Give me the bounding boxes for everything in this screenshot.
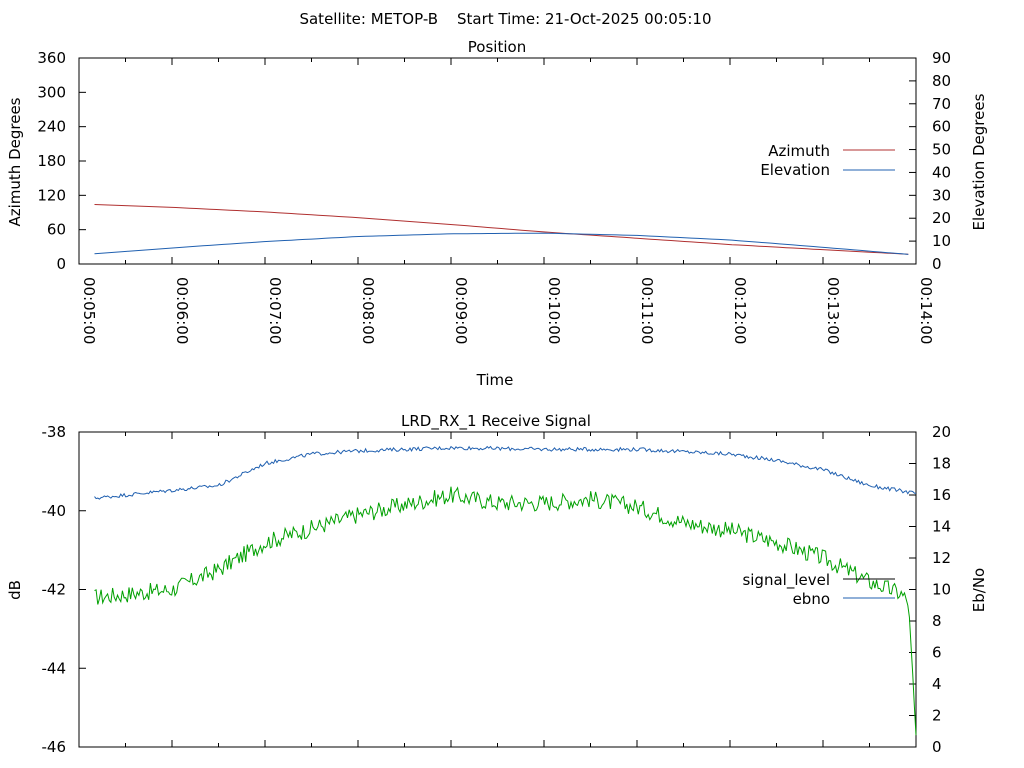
y2-tick-label: 0: [932, 738, 942, 756]
position-y2-axis-label: Elevation Degrees: [970, 93, 988, 230]
y2-tick-label: 10: [932, 232, 951, 250]
x-tick-label: 00:05:00: [80, 277, 98, 344]
position-x-axis-label: Time: [476, 371, 514, 389]
y2-tick-label: 6: [932, 644, 942, 662]
legend-azimuth-label: Azimuth: [768, 142, 830, 160]
y2-tick-label: 8: [932, 612, 942, 630]
position-y2-tick-labels: 0 10 20 30 40 50 60 70 80 90: [932, 49, 951, 273]
y2-tick-label: 10: [932, 581, 951, 599]
x-tick-label: 00:08:00: [359, 277, 377, 344]
legend-ebno-label: ebno: [793, 590, 830, 608]
y-tick-label: 60: [47, 221, 66, 239]
x-tick-label: 00:10:00: [545, 277, 563, 344]
y-tick-label: 240: [37, 118, 66, 136]
signal-y2-axis-label: Eb/No: [970, 568, 988, 612]
y2-tick-label: 70: [932, 95, 951, 113]
signal-y-axis-label: dB: [6, 580, 24, 600]
y2-tick-label: 0: [932, 255, 942, 273]
y2-tick-label: 50: [932, 141, 951, 159]
y2-tick-label: 4: [932, 675, 942, 693]
y-tick-label: 0: [56, 255, 66, 273]
y2-tick-label: 16: [932, 486, 951, 504]
y-tick-label: 180: [37, 152, 66, 170]
y2-tick-label: 60: [932, 118, 951, 136]
signal-title: LRD_RX_1 Receive Signal: [401, 412, 591, 431]
position-title: Position: [468, 38, 526, 56]
y2-tick-label: 2: [932, 707, 942, 725]
y2-tick-label: 20: [932, 423, 951, 441]
y-tick-label: -42: [42, 581, 67, 599]
azimuth-series-line: [94, 204, 909, 255]
y-tick-label: -38: [42, 423, 67, 441]
position-x-tick-labels: 00:05:00 00:06:00 00:07:00 00:08:00 00:09:00…: [80, 277, 935, 344]
signal-plot-frame: [78, 431, 917, 748]
position-y-axis-label: Azimuth Degrees: [6, 97, 24, 226]
x-tick-label: 00:07:00: [266, 277, 284, 344]
signal-y2-tick-labels: 0 2 4 6 8 10 12 14 16 18 20: [932, 423, 951, 756]
x-tick-label: 00:12:00: [731, 277, 749, 344]
elevation-series-line: [94, 232, 909, 255]
x-tick-label: 00:13:00: [824, 277, 842, 344]
y2-tick-label: 30: [932, 186, 951, 204]
y-tick-label: -40: [42, 502, 67, 520]
signal-level-series-line: [94, 486, 917, 736]
x-tick-label: 00:14:00: [917, 277, 935, 344]
signal-ticks: [78, 431, 917, 748]
position-plot: Position 0 60 120 180 240 300 360 0 10 20 30 40 50 6…: [6, 38, 988, 389]
position-y-tick-labels: 0 60 120 180 240 300 360: [37, 49, 66, 273]
x-tick-label: 00:06:00: [173, 277, 191, 344]
x-tick-label: 00:11:00: [638, 277, 656, 344]
y-tick-label: 120: [37, 186, 66, 204]
position-ticks: [78, 57, 917, 265]
signal-y-tick-labels: -46 -44 -42 -40 -38: [42, 423, 67, 756]
y-tick-label: -44: [42, 659, 67, 677]
legend-elevation-label: Elevation: [760, 161, 830, 179]
y2-tick-label: 20: [932, 209, 951, 227]
header-satellite: Satellite: METOP-B: [299, 10, 438, 28]
header-start-time: Start Time: 21-Oct-2025 00:05:10: [457, 10, 712, 28]
y2-tick-label: 90: [932, 49, 951, 67]
y2-tick-label: 12: [932, 549, 951, 567]
y-tick-label: 300: [37, 83, 66, 101]
ebno-series-line: [94, 445, 917, 500]
signal-plot: LRD_RX_1 Receive Signal -46-44-42-40-38 …: [6, 412, 988, 756]
y-tick-label: 360: [37, 49, 66, 67]
y2-tick-label: 40: [932, 163, 951, 181]
y2-tick-label: 80: [932, 72, 951, 90]
y-tick-label: -46: [42, 738, 67, 756]
y2-tick-label: 18: [932, 455, 951, 473]
x-tick-label: 00:09:00: [452, 277, 470, 344]
legend-signal-level-label: signal_level: [742, 571, 830, 590]
y2-tick-label: 14: [932, 518, 951, 536]
